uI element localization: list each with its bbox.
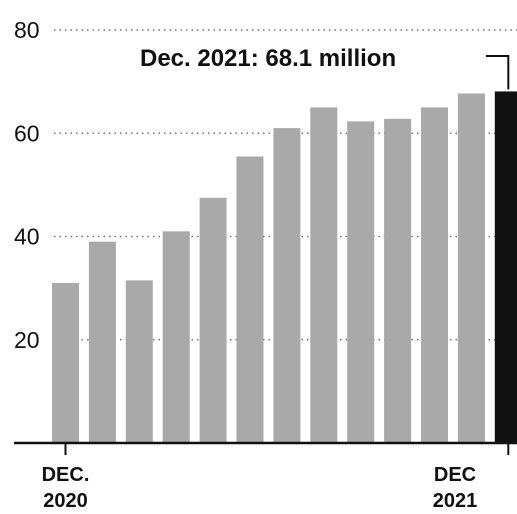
x-tick-label: 2021 (433, 490, 478, 512)
y-tick-label: 20 (14, 327, 40, 353)
x-tick-label: DEC (434, 464, 476, 486)
y-tick-label: 80 (14, 17, 40, 43)
bar (384, 118, 412, 444)
bar (347, 121, 375, 443)
bar (494, 91, 517, 443)
bar (52, 282, 79, 443)
bar (162, 231, 190, 443)
bar (273, 128, 301, 443)
x-axis-ticks: DEC. 2020 DEC 2021 (42, 443, 510, 512)
bar (457, 93, 485, 443)
annotation-label: Dec. 2021: 68.1 million (140, 45, 396, 72)
annotation-leader-line (486, 55, 510, 90)
bar (236, 156, 264, 443)
annotation: Dec. 2021: 68.1 million (140, 45, 510, 90)
y-axis-ticks: 20 40 60 80 (14, 17, 40, 353)
bars (52, 91, 517, 444)
bar (125, 280, 153, 443)
y-tick-label: 60 (14, 120, 40, 146)
bar (199, 197, 227, 443)
y-tick-label: 40 (14, 224, 40, 250)
x-tick-label: 2020 (43, 490, 88, 512)
x-tick-label: DEC. (42, 464, 90, 486)
bar (310, 107, 338, 443)
bar (88, 241, 116, 443)
bar (421, 107, 448, 443)
